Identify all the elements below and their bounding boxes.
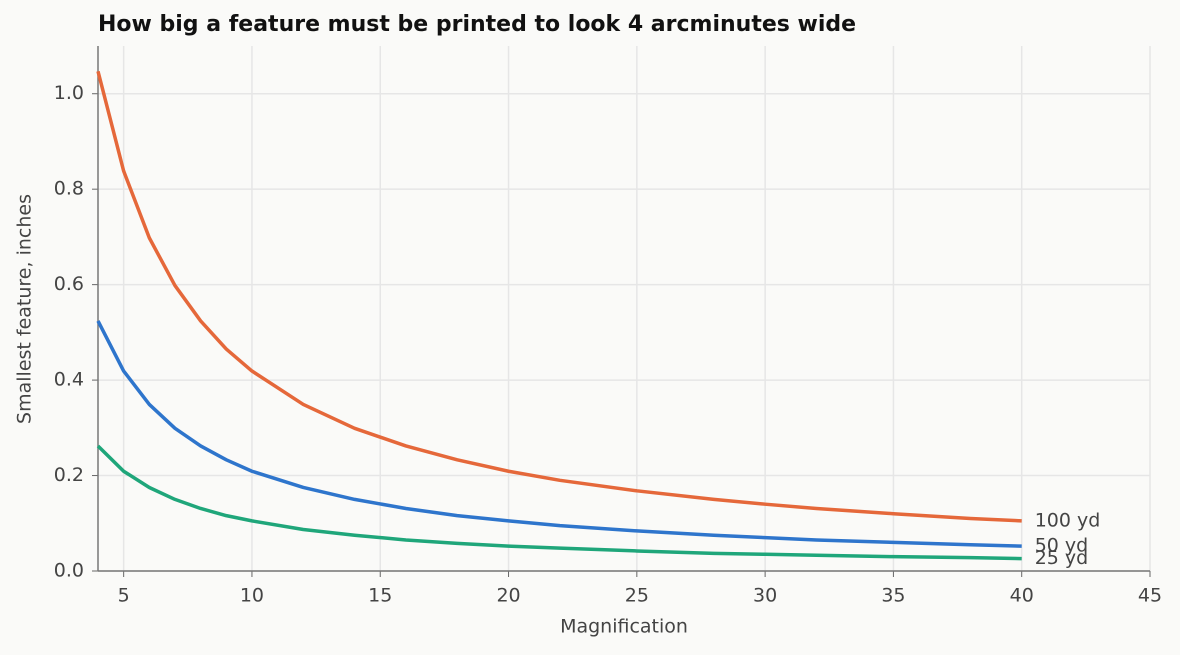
line-series [96, 70, 1022, 523]
chart-title: How big a feature must be printed to loo… [98, 12, 856, 37]
x-tick-label: 25 [625, 585, 649, 607]
x-tick-label: 30 [753, 585, 777, 607]
y-tick-label: 0.0 [54, 560, 84, 582]
series-label: 25 yd [1035, 547, 1089, 569]
y-tick-label: 0.4 [54, 369, 84, 391]
y-tick-label: 0.8 [54, 178, 84, 200]
line-series [96, 444, 1022, 561]
x-tick-label: 35 [881, 585, 905, 607]
y-tick-label: 0.2 [54, 464, 84, 486]
x-axis-label: Magnification [560, 616, 688, 638]
y-tick-label: 0.6 [54, 273, 84, 295]
x-tick-label: 45 [1138, 585, 1162, 607]
y-axis-label: Smallest feature, inches [14, 194, 36, 424]
y-tick-label: 1.0 [54, 82, 84, 104]
x-tick-label: 10 [240, 585, 264, 607]
x-tick-label: 40 [1010, 585, 1034, 607]
series-label: 50 yd [1035, 535, 1089, 557]
x-tick-label: 15 [368, 585, 392, 607]
x-tick-label: 5 [118, 585, 130, 607]
x-tick-label: 20 [496, 585, 520, 607]
series-label: 100 yd [1035, 509, 1101, 531]
line-series [96, 320, 1022, 548]
